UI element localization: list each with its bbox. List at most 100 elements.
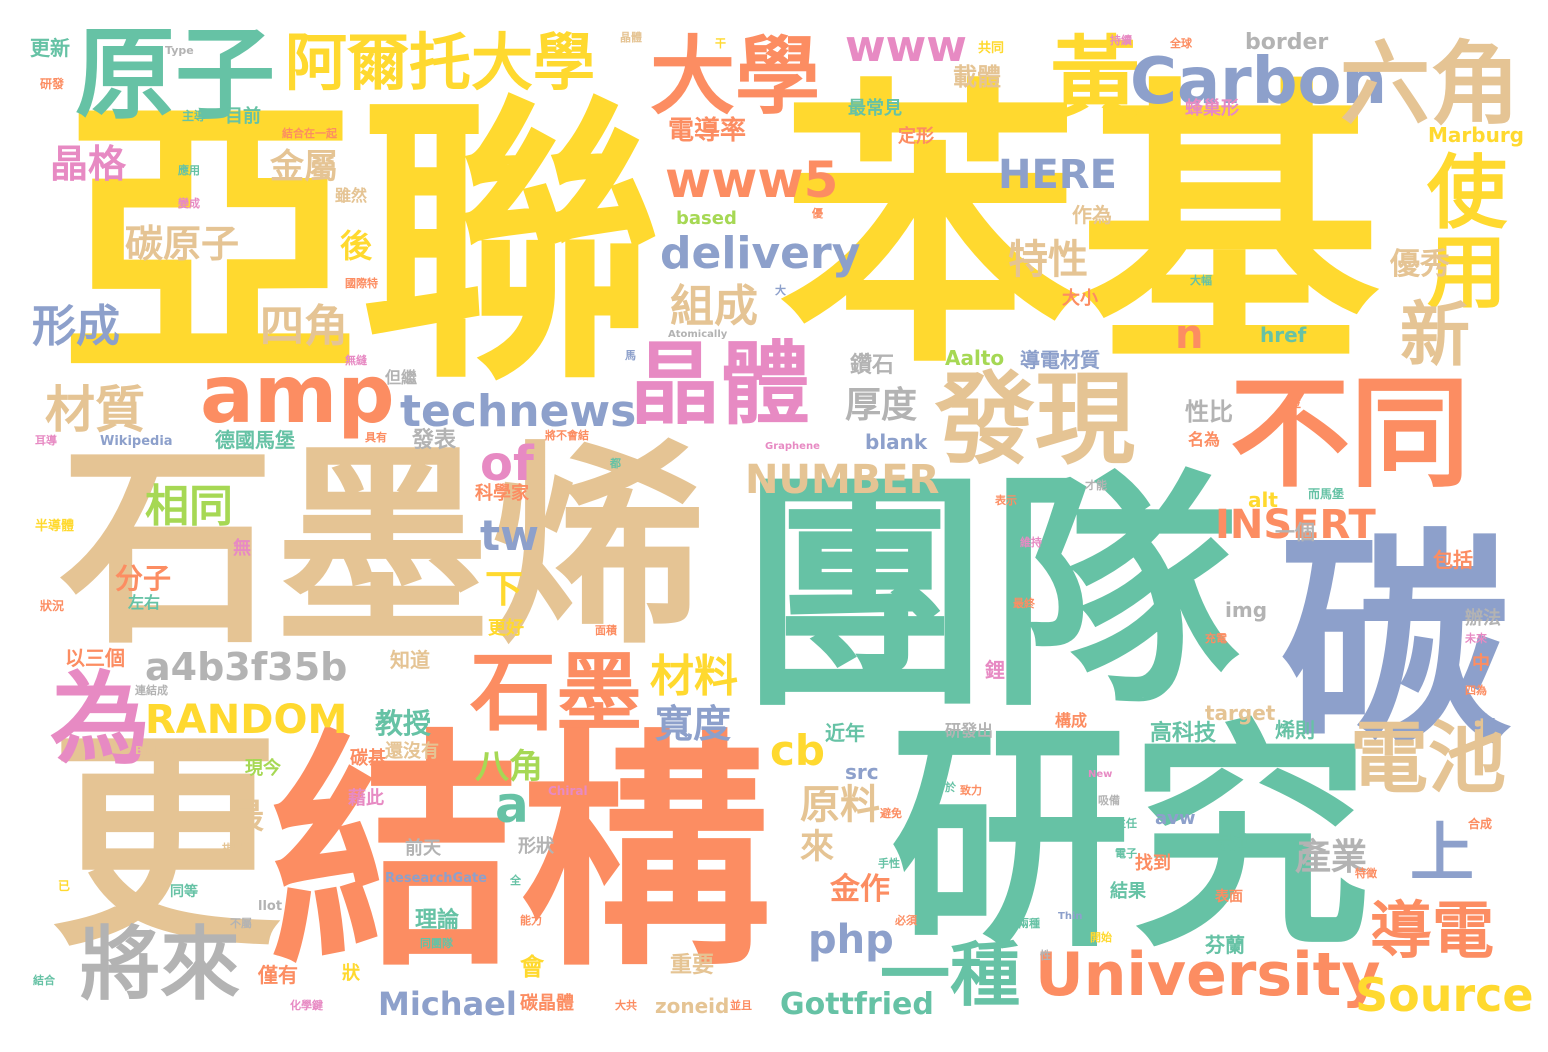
word: 結果: [1110, 881, 1146, 902]
word: 避免: [880, 807, 902, 820]
word: Aalto: [945, 346, 1005, 370]
word: 相同: [145, 481, 233, 532]
word: 來: [800, 827, 834, 867]
word: 辦法: [1465, 608, 1501, 629]
word: 高科技: [1150, 721, 1217, 746]
word: 最常見: [848, 98, 902, 119]
word: 產業: [1295, 837, 1368, 878]
word: 藉此: [348, 788, 384, 809]
word: 研發出: [945, 721, 994, 740]
word: 碳: [1280, 511, 1511, 778]
word: ResearchGate: [385, 871, 488, 886]
word: 無: [233, 538, 251, 559]
word: 電導率: [668, 116, 747, 146]
word: 一種: [880, 934, 1020, 1016]
word: 並: [1290, 397, 1301, 410]
word: Type: [165, 44, 194, 57]
word: 阿爾托大學: [285, 26, 596, 99]
word: 苯基: [780, 55, 1380, 404]
word: 已: [58, 879, 71, 893]
word: 目前: [225, 106, 261, 127]
word: 合成: [1468, 817, 1493, 831]
word: based: [676, 208, 737, 229]
word: 性: [1040, 949, 1051, 962]
word: Carbon: [1130, 45, 1388, 119]
word: 最薄: [1215, 833, 1251, 854]
word: 才能: [1085, 479, 1107, 492]
word: 不同: [1230, 365, 1470, 504]
word: 四角: [260, 301, 348, 352]
word: 厚度: [845, 385, 918, 426]
word: 形成: [32, 301, 120, 352]
word: 表示: [995, 494, 1017, 507]
word: 能力: [520, 914, 542, 927]
word: 優秀: [1390, 247, 1450, 282]
word: technews: [400, 386, 637, 437]
word: 名為: [1188, 430, 1221, 449]
word: border: [1245, 30, 1329, 55]
word: 教授: [375, 707, 432, 740]
word: 鑽石: [850, 353, 895, 378]
word: blank: [865, 430, 928, 454]
word: 一個: [1275, 520, 1315, 544]
word: 結合: [33, 974, 55, 987]
word: href: [1260, 323, 1307, 347]
word: php: [808, 917, 894, 963]
word: 黃: [1050, 27, 1140, 132]
word: 於: [945, 781, 956, 794]
word: 面積: [595, 624, 617, 637]
word: 吸備: [1098, 794, 1120, 807]
word: 包括: [1433, 548, 1473, 572]
word: 載體: [953, 63, 1001, 91]
word: of: [480, 436, 534, 492]
word: Chiral: [548, 784, 588, 798]
word: 持續: [1110, 34, 1132, 47]
word: 拔出: [222, 842, 244, 855]
word: 知道: [390, 648, 430, 672]
word: 碳原子: [125, 222, 240, 266]
word: 結構: [270, 709, 770, 1000]
word: 研發: [40, 77, 65, 91]
word: 更: [50, 711, 281, 978]
word: 分子: [115, 562, 172, 595]
word: avw: [1155, 808, 1196, 829]
word: 鋰: [985, 658, 1005, 682]
word: a: [495, 776, 529, 834]
word: 大小: [1062, 288, 1098, 309]
word: 共同: [978, 41, 1005, 56]
word: 中: [1472, 653, 1490, 674]
word: 晶體: [620, 31, 642, 44]
word: 後: [340, 227, 373, 265]
word: 導電材質: [1020, 348, 1100, 372]
word: 材質: [45, 381, 145, 439]
word: 寬度: [655, 702, 732, 746]
word: 原子: [75, 16, 275, 133]
word: 四為: [1465, 684, 1487, 697]
word: 更好: [488, 618, 524, 639]
word: 電子: [1115, 847, 1137, 860]
word: 都: [610, 457, 621, 470]
word: 大共: [615, 999, 637, 1012]
word: 還沒有: [385, 741, 439, 762]
word: Biphenylene: [135, 744, 212, 757]
word: 應用: [178, 164, 200, 177]
word: amp: [200, 348, 395, 441]
word: n: [1175, 312, 1204, 358]
word: 團隊: [740, 449, 1240, 740]
word: 將來: [80, 918, 240, 1011]
word: 充電: [1205, 632, 1227, 645]
word: 僅有: [258, 963, 298, 987]
word: 主任: [1115, 817, 1137, 830]
word: RANDOM: [145, 697, 348, 743]
word: 研究: [890, 700, 1371, 980]
word: 芬蘭: [1205, 933, 1245, 957]
word: 結合在一起: [282, 127, 337, 140]
word: 組成: [670, 281, 758, 332]
word: INSERT: [1215, 502, 1376, 548]
word: 蜂巢形: [1185, 98, 1239, 119]
word: 八角: [475, 747, 543, 787]
word: 左右: [128, 593, 161, 612]
word: 但繼: [385, 368, 418, 387]
word: 更新: [30, 36, 70, 60]
